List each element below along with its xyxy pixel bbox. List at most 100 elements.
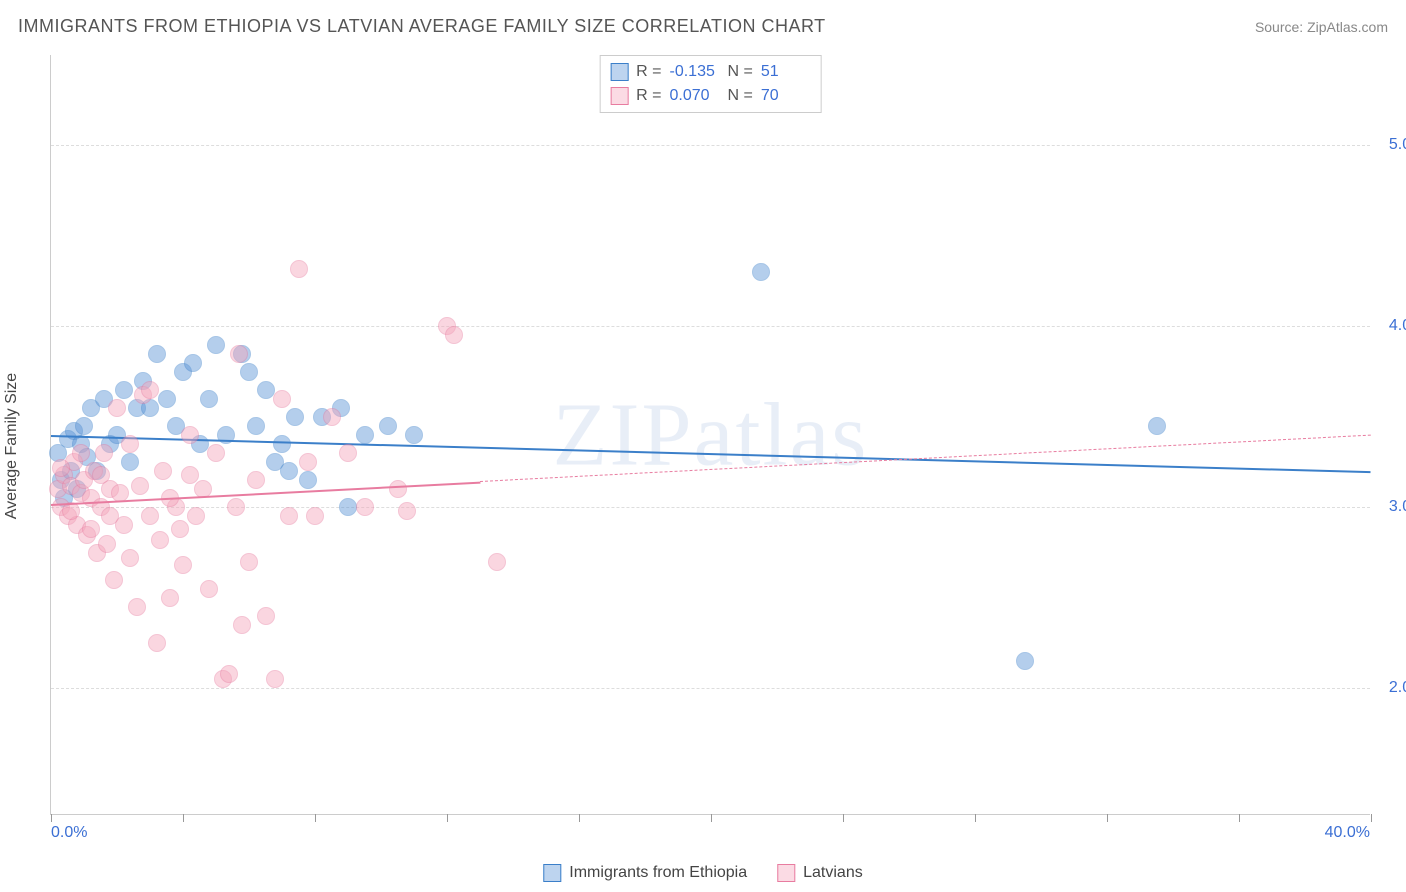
trendline-solid [51,435,1371,473]
scatter-point [131,477,149,495]
scatter-point [151,531,169,549]
scatter-point [339,498,357,516]
stat-r-label: R = [636,84,661,108]
gridline-h [51,326,1370,327]
scatter-point [1016,652,1034,670]
scatter-point [240,553,258,571]
scatter-point [72,444,90,462]
scatter-point [286,408,304,426]
gridline-h [51,507,1370,508]
scatter-point [247,417,265,435]
scatter-point [115,381,133,399]
scatter-point [752,263,770,281]
y-tick-label: 4.00 [1375,317,1406,335]
x-axis-min-label: 0.0% [51,824,87,842]
scatter-point [220,665,238,683]
y-axis-title: Average Family Size [3,373,21,519]
scatter-point [200,580,218,598]
legend-label: Immigrants from Ethiopia [569,864,747,882]
scatter-point [266,670,284,688]
scatter-point [174,556,192,574]
scatter-point [306,507,324,525]
series-legend: Immigrants from Ethiopia Latvians [543,864,862,882]
stat-r-value: -0.135 [670,60,720,84]
stats-row: R =0.070N =70 [610,84,811,108]
x-tick [315,814,316,822]
scatter-point [128,598,146,616]
stat-n-value: 70 [761,84,811,108]
scatter-point [75,417,93,435]
x-axis-max-label: 40.0% [1325,824,1370,842]
stats-legend: R =-0.135N =51R =0.070N =70 [599,55,822,113]
x-tick [51,814,52,822]
scatter-point [280,507,298,525]
x-tick [975,814,976,822]
scatter-point [98,535,116,553]
scatter-point [445,326,463,344]
scatter-point [141,507,159,525]
scatter-point [273,390,291,408]
x-tick [447,814,448,822]
legend-label: Latvians [803,864,863,882]
scatter-point [389,480,407,498]
stats-row: R = -0.135 N = 51 [610,60,811,84]
legend-swatch [610,63,628,81]
x-tick [711,814,712,822]
scatter-point [339,444,357,462]
scatter-point [161,589,179,607]
scatter-point [121,453,139,471]
stat-r-label: R = [636,60,661,84]
scatter-point [356,426,374,444]
stat-n-value: 51 [761,60,811,84]
scatter-point [148,634,166,652]
scatter-point [323,408,341,426]
scatter-point [181,426,199,444]
scatter-point [290,260,308,278]
x-tick [579,814,580,822]
legend-item: Immigrants from Ethiopia [543,864,747,882]
chart-title: IMMIGRANTS FROM ETHIOPIA VS LATVIAN AVER… [18,16,826,37]
scatter-point [158,390,176,408]
scatter-point [82,520,100,538]
scatter-point [233,616,251,634]
scatter-point [184,354,202,372]
scatter-point [257,607,275,625]
y-tick-label: 3.00 [1375,498,1406,516]
scatter-point [1148,417,1166,435]
gridline-h [51,688,1370,689]
scatter-point [154,462,172,480]
x-tick [1107,814,1108,822]
scatter-point [95,444,113,462]
scatter-point [488,553,506,571]
scatter-point [405,426,423,444]
source-label: Source: ZipAtlas.com [1255,19,1388,35]
stat-n-label: N = [728,60,753,84]
legend-swatch [543,864,561,882]
legend-swatch [610,87,628,105]
stat-n-label: N = [728,84,753,108]
scatter-point [280,462,298,480]
scatter-point [171,520,189,538]
scatter-point [121,549,139,567]
gridline-h [51,145,1370,146]
scatter-point [227,498,245,516]
plot-area: ZIPatlas R =-0.135N =51R =0.070N =70 0.0… [50,55,1370,815]
scatter-point [273,435,291,453]
scatter-point [121,435,139,453]
scatter-point [207,336,225,354]
scatter-point [187,507,205,525]
scatter-point [379,417,397,435]
scatter-point [207,444,225,462]
scatter-point [92,466,110,484]
legend-swatch [777,864,795,882]
scatter-point [299,471,317,489]
scatter-point [356,498,374,516]
x-tick [1239,814,1240,822]
scatter-point [148,345,166,363]
x-tick [843,814,844,822]
trendline-dashed [480,435,1371,482]
x-tick [1371,814,1372,822]
scatter-point [299,453,317,471]
scatter-point [247,471,265,489]
y-tick-label: 5.00 [1375,136,1406,154]
